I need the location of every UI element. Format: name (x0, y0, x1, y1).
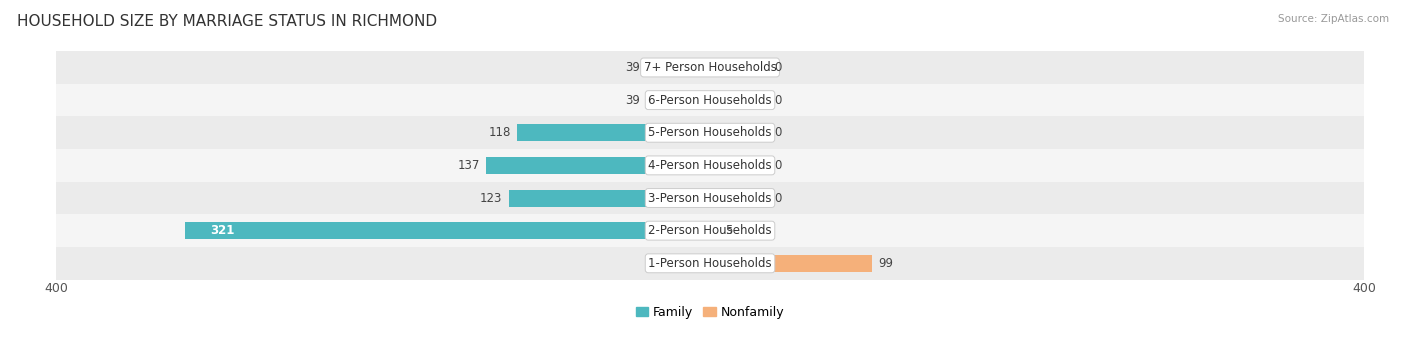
Bar (517, 124, 710, 141)
Text: 2-Person Households: 2-Person Households (648, 224, 772, 237)
Bar (56, 116, 1364, 149)
Bar (710, 190, 768, 207)
Text: 39: 39 (624, 61, 640, 74)
Bar (710, 59, 768, 76)
Bar (710, 255, 872, 272)
Text: 99: 99 (879, 257, 893, 270)
Bar (509, 190, 710, 207)
Text: 7+ Person Households: 7+ Person Households (644, 61, 776, 74)
Bar (710, 222, 718, 239)
Legend: Family, Nonfamily: Family, Nonfamily (631, 301, 789, 324)
Text: 118: 118 (488, 126, 510, 139)
Text: 3-Person Households: 3-Person Households (648, 192, 772, 205)
Bar (56, 214, 1364, 247)
Text: 4-Person Households: 4-Person Households (648, 159, 772, 172)
Bar (647, 59, 710, 76)
Text: 321: 321 (209, 224, 235, 237)
Text: 39: 39 (624, 94, 640, 107)
Text: 0: 0 (773, 192, 782, 205)
Text: HOUSEHOLD SIZE BY MARRIAGE STATUS IN RICHMOND: HOUSEHOLD SIZE BY MARRIAGE STATUS IN RIC… (17, 14, 437, 29)
Text: 0: 0 (773, 159, 782, 172)
Bar (56, 149, 1364, 182)
Text: 6-Person Households: 6-Person Households (648, 94, 772, 107)
Bar (56, 84, 1364, 116)
Bar (710, 92, 768, 108)
Bar (486, 157, 710, 174)
Text: 137: 137 (457, 159, 479, 172)
Text: 5-Person Households: 5-Person Households (648, 126, 772, 139)
Bar (647, 92, 710, 108)
Text: 123: 123 (479, 192, 502, 205)
Text: 0: 0 (773, 94, 782, 107)
Bar (710, 157, 768, 174)
Bar (56, 247, 1364, 280)
Bar (56, 51, 1364, 84)
Bar (710, 124, 768, 141)
Text: 5: 5 (724, 224, 733, 237)
Text: Source: ZipAtlas.com: Source: ZipAtlas.com (1278, 14, 1389, 24)
Text: 0: 0 (773, 61, 782, 74)
Bar (186, 222, 710, 239)
Text: 1-Person Households: 1-Person Households (648, 257, 772, 270)
Bar (56, 182, 1364, 214)
Text: 0: 0 (773, 126, 782, 139)
